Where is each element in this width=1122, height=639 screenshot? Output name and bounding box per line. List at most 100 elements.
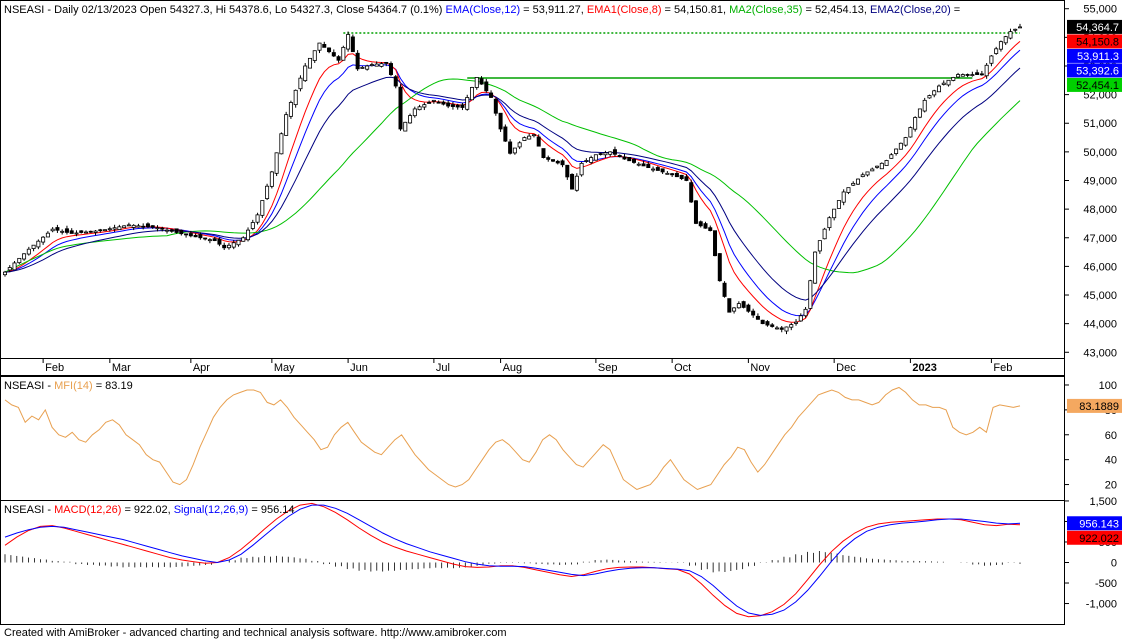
y-tick-label: 43,000 [1083, 347, 1117, 359]
candle-body [846, 187, 851, 193]
value-tag-bg [1067, 77, 1122, 92]
x-tick-label: Jun [350, 362, 368, 374]
candle [713, 230, 718, 257]
candle [317, 42, 322, 54]
candle [17, 257, 22, 265]
candle [260, 200, 265, 218]
candle [970, 71, 975, 77]
candle [798, 313, 803, 322]
candle-body [184, 233, 189, 236]
candle [50, 227, 55, 233]
mfi-panel[interactable] [0, 376, 1065, 501]
value-tag-label: 83.1889 [1079, 401, 1119, 413]
candle [598, 152, 603, 156]
candle [274, 152, 279, 177]
x-tick-label: Sep [598, 362, 618, 374]
candle [489, 90, 494, 98]
candle [546, 155, 551, 162]
candle [508, 139, 513, 155]
candle-body [727, 298, 732, 313]
candle-body [265, 185, 270, 200]
candle-body [789, 324, 794, 328]
candle [198, 232, 203, 240]
candle-body [131, 224, 136, 228]
candle [312, 50, 317, 63]
candle [31, 244, 36, 252]
candle [932, 89, 937, 98]
candle-body [479, 78, 484, 85]
candle [722, 281, 727, 298]
candle-body [122, 225, 127, 229]
macd-panel[interactable] [0, 500, 1065, 625]
candle [322, 41, 327, 48]
candle [617, 154, 622, 158]
value-tag: 52,454.1 [1067, 77, 1122, 92]
candle-body [570, 173, 575, 190]
candle-body [703, 223, 708, 229]
candle-body [1008, 31, 1013, 39]
value-tag-label: 53,392.6 [1076, 65, 1119, 77]
candle [841, 189, 846, 206]
candle [651, 166, 656, 173]
candle-body [322, 44, 327, 48]
candle-body [317, 42, 322, 51]
candle [770, 323, 775, 328]
value-tag: 922.022 [1067, 530, 1122, 545]
candle [994, 46, 999, 55]
candle-body [241, 237, 246, 242]
candle-body [898, 142, 903, 150]
value-tag-label: 956.143 [1079, 518, 1119, 530]
candle [536, 134, 541, 147]
candle-body [798, 315, 803, 322]
candle [1008, 28, 1013, 40]
candle-body [889, 154, 894, 159]
value-tag-bg [1067, 19, 1122, 34]
price-panel[interactable] [0, 0, 1065, 376]
candle [450, 101, 455, 110]
candle-body [55, 227, 60, 231]
candle-body [303, 65, 308, 82]
candle [612, 146, 617, 157]
y-tick-label: 20 [1105, 480, 1117, 492]
candle-body [927, 95, 932, 99]
candle [836, 200, 841, 209]
candle [255, 212, 260, 225]
candle [474, 77, 479, 90]
candle [441, 100, 446, 106]
candle [12, 260, 17, 271]
candle [674, 171, 679, 178]
candle-body [641, 163, 646, 167]
candle [355, 50, 360, 71]
candle [398, 84, 403, 131]
candle-body [946, 79, 951, 86]
candle-body [784, 326, 789, 332]
candle [184, 233, 189, 238]
candle-body [69, 230, 74, 234]
value-tags: 54,364.7 54,150.8 53,911.3 53,392.6 52,454.1… [1067, 19, 1122, 545]
candle [369, 62, 374, 67]
candle-body [193, 234, 198, 238]
candle [145, 222, 150, 229]
candle [298, 75, 303, 92]
candle-body [894, 148, 899, 154]
value-tag-bg [1067, 48, 1122, 63]
candle [136, 223, 141, 228]
candle [817, 240, 822, 254]
candle [936, 84, 941, 93]
candle [226, 243, 231, 250]
candle-body [975, 72, 980, 75]
candle [427, 100, 432, 104]
x-tick-label: Nov [750, 362, 770, 374]
candle [403, 121, 408, 132]
y-tick-label: 40 [1105, 455, 1117, 467]
candle-body [612, 149, 617, 155]
candle-body [150, 225, 155, 228]
candle-body [827, 217, 832, 229]
x-tick-label: Apr [193, 362, 210, 374]
candle [589, 155, 594, 165]
candle [808, 279, 813, 310]
y-tick-label: 51,000 [1083, 118, 1117, 130]
candle-body [198, 234, 203, 239]
candle [822, 227, 827, 240]
